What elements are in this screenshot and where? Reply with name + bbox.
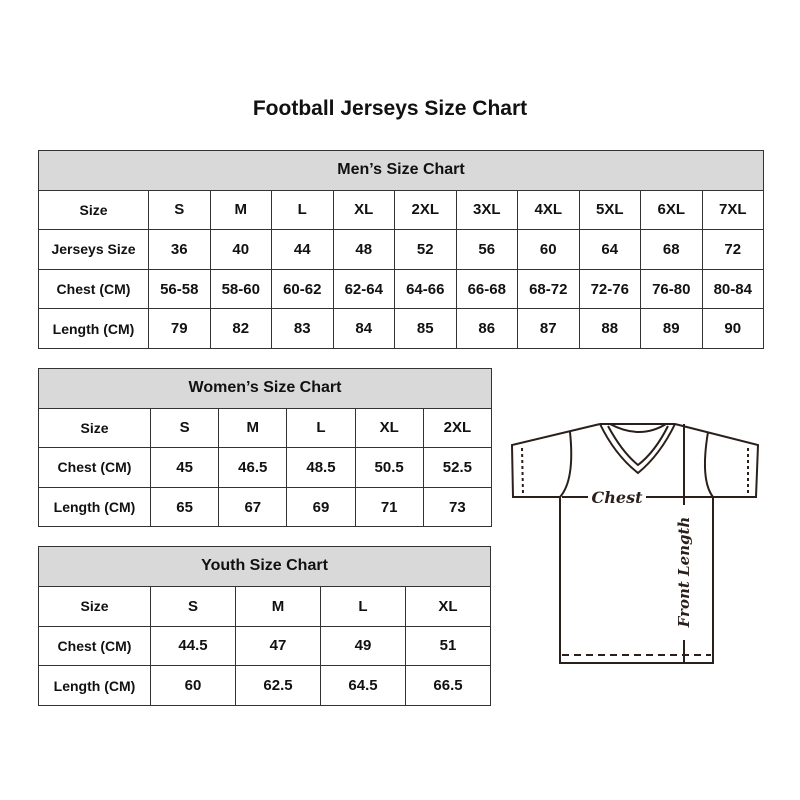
table-row: Length (CM) 65 67 69 71 73: [38, 486, 493, 528]
table-cell: 48: [332, 229, 395, 270]
table-cell: 66-68: [455, 268, 518, 310]
jersey-outline: [510, 423, 760, 664]
table-cell: 48.5: [286, 447, 356, 488]
youth-size-table: Youth Size Chart Size S M L XL Chest (CM) 44.5…: [38, 546, 491, 707]
table-row: Size S M L XL: [38, 585, 491, 627]
womens-size-table: Women’s Size Chart Size S M L XL 2XL Chest (CM…: [38, 368, 493, 528]
row-label: Chest (CM): [38, 625, 151, 667]
table-cell: XL: [354, 407, 424, 449]
mens-size-table: Men’s Size Chart Size S M L XL 2XL 3XL 4XL 5XL 6X…: [38, 150, 764, 349]
table-row: Length (CM) 79 82 83 84 85 86 87 88 89 90: [38, 308, 764, 349]
table-cell: 86: [455, 308, 518, 349]
table-cell: 79: [148, 308, 211, 349]
table-cell: L: [286, 407, 356, 449]
table-cell: 90: [701, 308, 764, 349]
table-cell: 64.5: [320, 665, 406, 707]
chest-label: Chest: [592, 488, 644, 507]
table-cell: 65: [149, 486, 220, 528]
row-label: Size: [38, 189, 149, 231]
table-cell: 85: [394, 308, 457, 349]
table-cell: 62-64: [332, 268, 395, 310]
row-label: Jerseys Size: [38, 229, 149, 270]
table-cell: 68-72: [517, 268, 580, 310]
row-label: Size: [38, 407, 151, 449]
row-label: Length (CM): [38, 308, 149, 349]
table-cell: 66.5: [405, 665, 491, 707]
table-cell: XL: [405, 585, 491, 627]
table-cell: 50.5: [354, 447, 424, 488]
page-title: Football Jerseys Size Chart: [252, 97, 528, 120]
table-cell: L: [271, 189, 334, 231]
table-cell: 52.5: [422, 447, 493, 488]
table-row: Size S M L XL 2XL: [38, 407, 493, 449]
table-cell: 62.5: [235, 665, 321, 707]
table-cell: 56-58: [148, 268, 211, 310]
table-cell: 72-76: [578, 268, 641, 310]
table-row: Jerseys Size 36 40 44 48 52 56 60 64 68 72: [38, 229, 764, 270]
front-length-label: Front Length: [675, 517, 693, 629]
youth-table-title: Youth Size Chart: [38, 546, 491, 587]
row-label: Length (CM): [38, 486, 151, 528]
table-cell: 47: [235, 625, 321, 667]
table-cell: 60: [150, 665, 236, 707]
table-cell: 51: [405, 625, 491, 667]
table-row: Size S M L XL 2XL 3XL 4XL 5XL 6XL 7XL: [38, 189, 764, 231]
table-cell: 82: [209, 308, 272, 349]
table-cell: 36: [148, 229, 211, 270]
table-row: Chest (CM) 44.5 47 49 51: [38, 625, 491, 667]
table-cell: 7XL: [701, 189, 764, 231]
table-cell: 45: [149, 447, 220, 488]
table-cell: 84: [332, 308, 395, 349]
table-cell: 60-62: [271, 268, 334, 310]
row-label: Size: [38, 585, 151, 627]
table-cell: 49: [320, 625, 406, 667]
table-row: Chest (CM) 45 46.5 48.5 50.5 52.5: [38, 447, 493, 488]
table-cell: M: [235, 585, 321, 627]
table-cell: 44.5: [150, 625, 236, 667]
table-cell: 76-80: [640, 268, 703, 310]
table-cell: 44: [271, 229, 334, 270]
table-cell: XL: [332, 189, 395, 231]
table-cell: 40: [209, 229, 272, 270]
table-cell: 71: [354, 486, 424, 528]
table-cell: M: [218, 407, 288, 449]
table-cell: 5XL: [578, 189, 641, 231]
table-cell: 67: [218, 486, 288, 528]
row-label: Chest (CM): [38, 447, 151, 488]
mens-table-title: Men’s Size Chart: [38, 150, 764, 191]
table-cell: 87: [517, 308, 580, 349]
table-cell: 2XL: [422, 407, 493, 449]
table-cell: S: [150, 585, 236, 627]
table-cell: S: [149, 407, 220, 449]
table-cell: 68: [640, 229, 703, 270]
table-cell: 73: [422, 486, 493, 528]
table-cell: 6XL: [640, 189, 703, 231]
table-cell: 69: [286, 486, 356, 528]
womens-table-title: Women’s Size Chart: [38, 368, 492, 409]
table-cell: 60: [517, 229, 580, 270]
table-cell: 80-84: [701, 268, 764, 310]
table-cell: L: [320, 585, 406, 627]
table-cell: 88: [578, 308, 641, 349]
table-row: Length (CM) 60 62.5 64.5 66.5: [38, 665, 491, 707]
